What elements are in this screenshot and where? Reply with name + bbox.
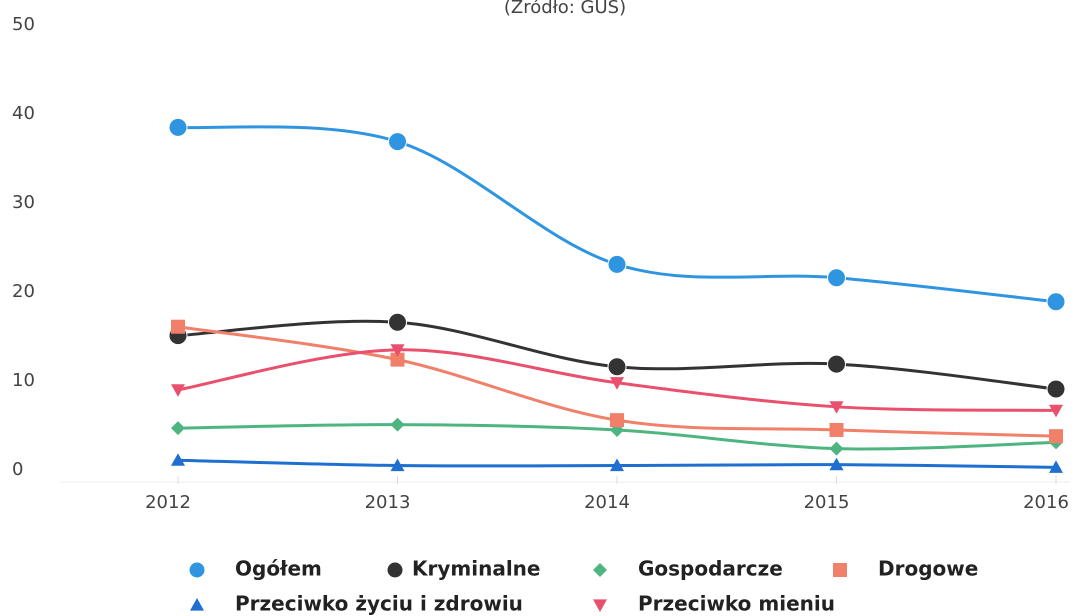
point: [168, 117, 188, 137]
point: [827, 268, 846, 288]
point: [610, 458, 624, 472]
point: [390, 352, 405, 367]
legend-marker: [386, 561, 404, 579]
y-tick-label: 30: [12, 192, 35, 213]
point: [607, 254, 627, 274]
point: [390, 417, 405, 432]
legend-marker: [833, 563, 847, 577]
point: [827, 354, 846, 374]
legend-marker: [593, 599, 607, 612]
series-line: [177, 125, 1057, 304]
chart-subtitle: (Źródło: GUS): [504, 0, 626, 18]
point: [1049, 460, 1063, 473]
legend-label: Kryminalne: [412, 557, 541, 581]
x-tick-label: 2016: [1023, 492, 1069, 513]
legend-label: Przeciwko życiu i zdrowiu: [235, 592, 523, 616]
point: [1049, 429, 1063, 444]
point: [388, 132, 407, 152]
point: [829, 457, 844, 471]
point: [607, 357, 627, 377]
legend-marker: [190, 598, 204, 611]
point: [829, 441, 844, 456]
point: [390, 458, 405, 472]
y-tick-label: 50: [12, 14, 35, 35]
point: [390, 344, 405, 357]
x-tick-label: 2015: [804, 492, 850, 513]
legend-label: Przeciwko mieniu: [638, 592, 835, 616]
legend-marker: [593, 563, 607, 577]
x-tick-label: 2012: [145, 492, 191, 513]
legend-label: Ogółem: [235, 557, 322, 581]
y-tick-label: 20: [12, 281, 35, 302]
point: [171, 421, 185, 436]
point: [1046, 379, 1066, 399]
y-tick-label: 10: [12, 370, 35, 391]
legend-label: Drogowe: [878, 557, 978, 581]
y-tick-label: 40: [12, 103, 35, 124]
point: [829, 401, 844, 414]
point: [610, 377, 624, 390]
point: [171, 453, 185, 466]
point: [388, 312, 407, 332]
point: [171, 319, 185, 334]
point: [1049, 404, 1063, 418]
legend-label: Gospodarcze: [638, 557, 783, 581]
x-tick-label: 2013: [365, 492, 411, 513]
y-tick-label: 0: [12, 459, 23, 480]
point: [829, 422, 844, 437]
legend-marker: [188, 561, 206, 579]
point: [610, 413, 624, 428]
point: [171, 384, 185, 397]
point: [1046, 292, 1066, 312]
x-tick-label: 2014: [584, 492, 630, 513]
